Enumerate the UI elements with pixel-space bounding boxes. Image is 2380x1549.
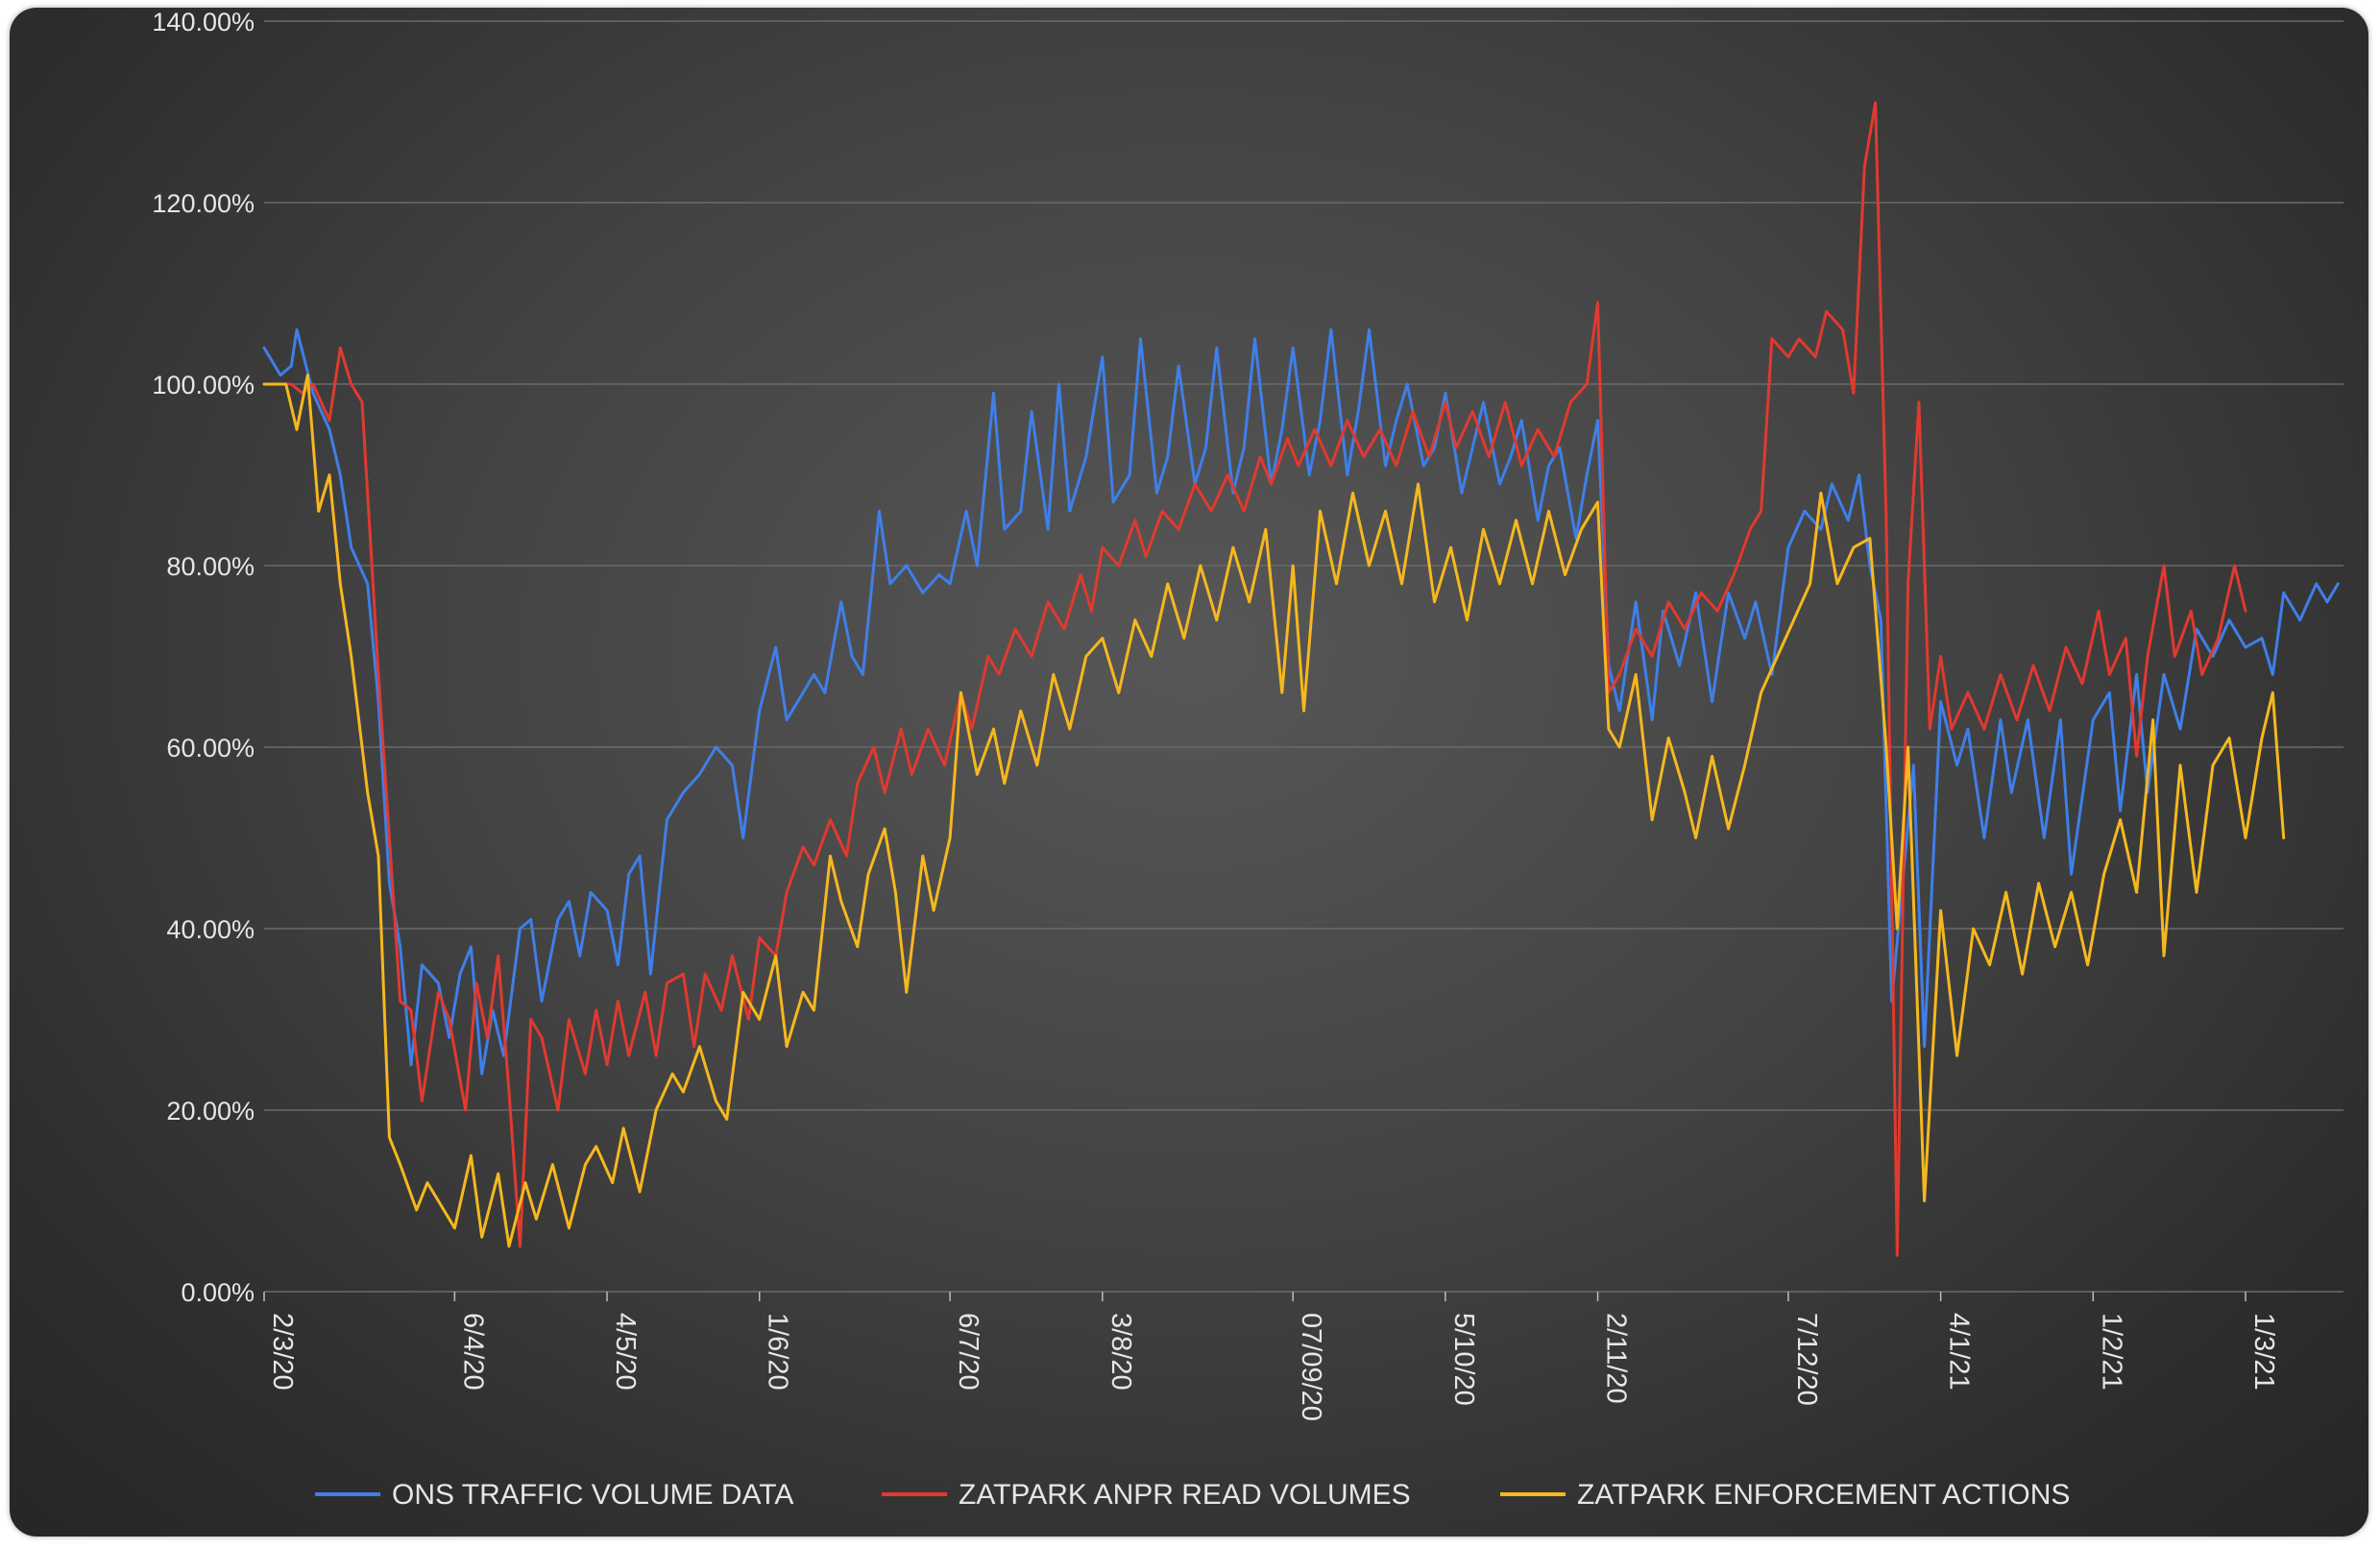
x-tick-label: 07/09/20: [1296, 1313, 1326, 1421]
y-tick-label: 80.00%: [166, 552, 255, 581]
x-tick-label: 1/6/20: [763, 1313, 793, 1391]
legend-label: ONS TRAFFIC VOLUME DATA: [392, 1479, 793, 1511]
x-tick-label: 6/7/20: [953, 1313, 984, 1391]
y-tick-label: 120.00%: [152, 189, 255, 218]
y-tick-label: 140.00%: [152, 8, 255, 36]
x-tick-label: 1/2/21: [2096, 1313, 2126, 1391]
x-tick-label: 7/12/20: [1791, 1313, 1822, 1406]
x-axis-tick-labels: 2/3/20 6/4/20 4/5/20 1/6/20 6/7/20 3/8/20 07/0…: [263, 1292, 2279, 1421]
chart-card: 0.00% 20.00% 40.00% 60.00% 80.00% 100.00% 120.…: [10, 8, 2368, 1537]
line-chart: 0.00% 20.00% 40.00% 60.00% 80.00% 100.00% 120.…: [152, 8, 2344, 1511]
series-line-3: [262, 374, 2286, 1248]
y-axis-tick-labels: 0.00% 20.00% 40.00% 60.00% 80.00% 100.00% 120.…: [152, 8, 255, 1307]
x-tick-label: 4/1/21: [1944, 1313, 1975, 1391]
y-tick-label: 40.00%: [166, 915, 255, 944]
x-tick-label: 1/3/21: [2248, 1313, 2279, 1391]
x-tick-label: 3/8/20: [1105, 1313, 1136, 1391]
series-line-1: [262, 327, 2340, 1076]
y-tick-label: 0.00%: [181, 1278, 255, 1307]
x-tick-label: 4/5/20: [610, 1313, 641, 1391]
x-tick-label: 2/3/20: [267, 1313, 298, 1391]
gridlines: [264, 20, 2344, 1293]
legend-label: ZATPARK ENFORCEMENT ACTIONS: [1577, 1479, 2070, 1511]
series-line-2: [262, 101, 2247, 1257]
legend: ONS TRAFFIC VOLUME DATA ZATPARK ANPR READ…: [315, 1479, 2070, 1511]
y-tick-label: 20.00%: [166, 1097, 255, 1125]
y-tick-label: 60.00%: [166, 734, 255, 762]
y-tick-label: 100.00%: [152, 371, 255, 399]
x-tick-label: 5/10/20: [1448, 1313, 1479, 1406]
x-tick-label: 2/11/20: [1601, 1313, 1632, 1404]
x-tick-label: 6/4/20: [457, 1313, 488, 1391]
series-lines: [262, 101, 2340, 1257]
legend-label: ZATPARK ANPR READ VOLUMES: [959, 1479, 1411, 1511]
